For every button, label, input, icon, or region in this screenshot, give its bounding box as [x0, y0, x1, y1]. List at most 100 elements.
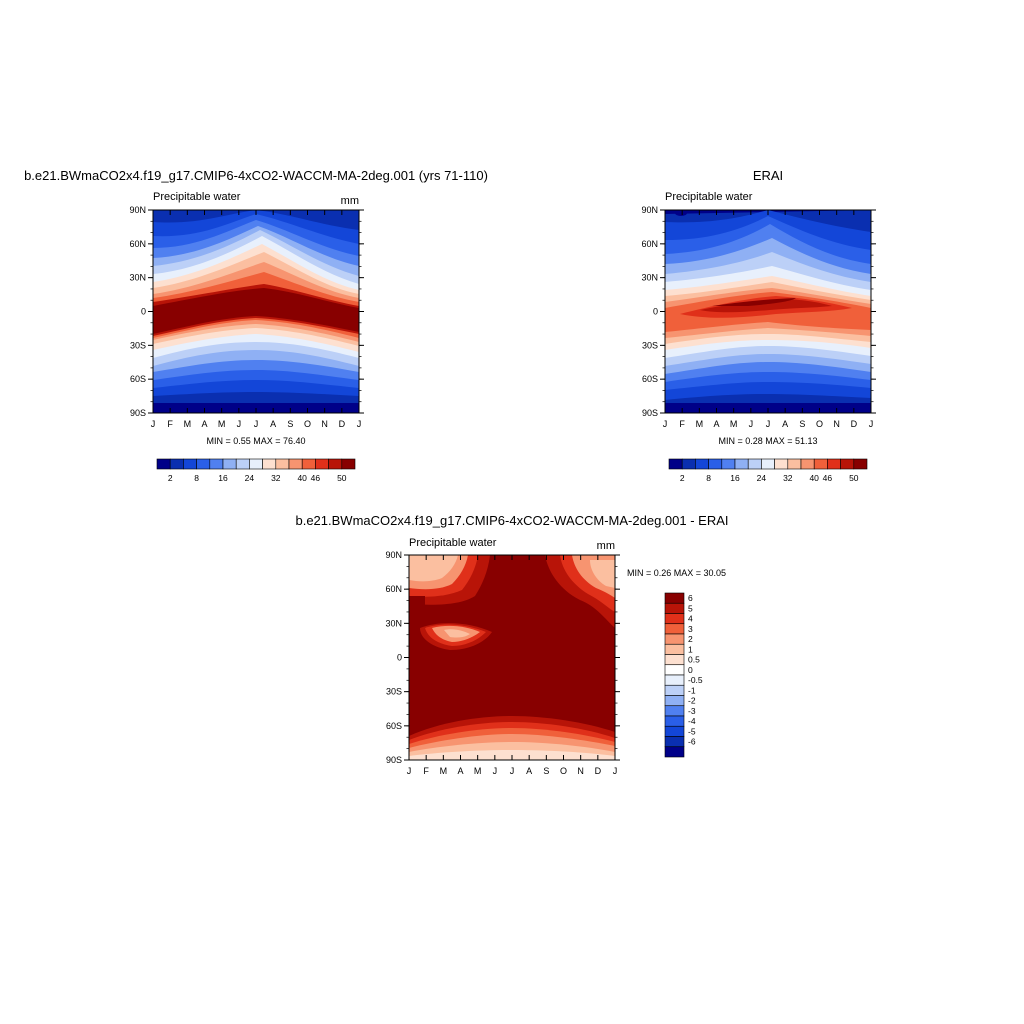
colorbar-box	[249, 458, 263, 470]
colorbar-label: -5	[688, 726, 696, 736]
colorbar-label: 16	[218, 473, 228, 483]
x-tick-label: A	[713, 419, 719, 429]
colorbar-box	[664, 725, 685, 737]
colorbar-box	[774, 458, 789, 470]
colorbar-label: 24	[757, 473, 767, 483]
y-tick-label: 30S	[130, 340, 146, 350]
x-tick-label: O	[304, 419, 311, 429]
colorbar-label: -0.5	[688, 675, 703, 685]
x-tick-label: J	[749, 419, 754, 429]
colorbar-box	[328, 458, 343, 470]
colorbar-label: 4	[688, 614, 693, 624]
colorbar-box	[664, 623, 685, 635]
colorbar-box	[301, 458, 316, 470]
panel-diff-units: mm	[597, 540, 615, 552]
colorbar-box	[747, 458, 762, 470]
x-tick-label: J	[357, 419, 362, 429]
x-tick-label: A	[457, 766, 463, 776]
x-tick-label: J	[254, 419, 259, 429]
colorbar-box	[664, 736, 685, 748]
colorbar-box	[156, 458, 171, 470]
colorbar-label: 0.5	[688, 655, 700, 665]
x-tick-label: M	[474, 766, 482, 776]
panel-model-subtitle: Precipitable water	[153, 191, 241, 203]
colorbar-label: -3	[688, 706, 696, 716]
y-tick-label: 0	[397, 653, 402, 663]
x-tick-label: J	[151, 419, 156, 429]
colorbar-box	[721, 458, 736, 470]
panel-diff: b.e21.BWmaCO2x4.f19_g17.CMIP6-4xCO2-WACC…	[295, 513, 728, 776]
colorbar-label: -2	[688, 696, 696, 706]
colorbar-box	[664, 654, 685, 666]
colorbar-box	[664, 633, 685, 645]
x-tick-label: N	[833, 419, 840, 429]
colorbar-box	[787, 458, 802, 470]
colorbar-box	[664, 674, 685, 686]
x-tick-label: F	[423, 766, 429, 776]
panel-diff-title: b.e21.BWmaCO2x4.f19_g17.CMIP6-4xCO2-WACC…	[295, 513, 728, 528]
x-tick-label: M	[696, 419, 704, 429]
x-tick-label: D	[339, 419, 346, 429]
panel-obs-y-ticks: 90N 60N 30N 0 30S 60S 90S	[641, 205, 876, 418]
colorbar-box	[183, 458, 197, 470]
x-tick-label: J	[407, 766, 412, 776]
colorbar-label: 40	[297, 473, 307, 483]
colorbar-label: 8	[194, 473, 199, 483]
panel-model-stats: MIN = 0.55 MAX = 76.40	[206, 436, 305, 446]
x-tick-label: A	[526, 766, 532, 776]
x-tick-label: M	[440, 766, 448, 776]
colorbar-label: 46	[823, 473, 833, 483]
colorbar-box	[664, 602, 685, 614]
colorbar-label: 50	[337, 473, 347, 483]
colorbar-box	[664, 705, 685, 717]
colorbar-box	[196, 458, 211, 470]
x-tick-label: A	[782, 419, 788, 429]
x-tick-label: S	[799, 419, 805, 429]
y-tick-label: 30N	[129, 273, 146, 283]
panel-obs-title: ERAI	[753, 168, 783, 183]
panel-model-y-ticks: 90N 60N 30N 0 30S 60S 90S	[129, 205, 364, 418]
y-tick-label: 30S	[386, 687, 402, 697]
x-tick-label: A	[201, 419, 207, 429]
y-tick-label: 30S	[642, 340, 658, 350]
colorbar-label: 46	[311, 473, 321, 483]
colorbar-label: -4	[688, 716, 696, 726]
y-tick-label: 90S	[642, 408, 658, 418]
x-tick-label: D	[851, 419, 858, 429]
y-tick-label: 60N	[129, 239, 146, 249]
panel-obs-colorbar: 2 8 16 24 32 40 46 50	[668, 458, 868, 483]
x-tick-label: S	[543, 766, 549, 776]
y-tick-label: 60S	[386, 721, 402, 731]
colorbar-box	[800, 458, 815, 470]
y-tick-label: 60N	[385, 584, 402, 594]
y-tick-label: 0	[653, 307, 658, 317]
y-tick-label: 90N	[385, 550, 402, 560]
colorbar-box	[664, 695, 685, 707]
y-tick-label: 60S	[642, 374, 658, 384]
x-tick-label: J	[510, 766, 515, 776]
colorbar-box	[341, 458, 356, 470]
colorbar-label: 32	[271, 473, 281, 483]
x-tick-label: F	[167, 419, 173, 429]
panel-diff-y-ticks: 90N 60N 30N 0 30S 60S 90S	[385, 550, 620, 765]
colorbar-box	[761, 458, 775, 470]
colorbar-box	[840, 458, 855, 470]
colorbar-label: 1	[688, 644, 693, 654]
y-tick-label: 30N	[385, 618, 402, 628]
colorbar-box	[275, 458, 290, 470]
panel-obs-field	[665, 210, 871, 413]
colorbar-label: 2	[688, 634, 693, 644]
colorbar-box	[288, 458, 303, 470]
colorbar-box	[664, 643, 685, 655]
x-tick-label: O	[816, 419, 823, 429]
colorbar-label: 5	[688, 603, 693, 613]
panel-model-field	[153, 210, 359, 413]
colorbar-label: 0	[688, 665, 693, 675]
colorbar-box	[813, 458, 828, 470]
colorbar-box	[853, 458, 868, 470]
